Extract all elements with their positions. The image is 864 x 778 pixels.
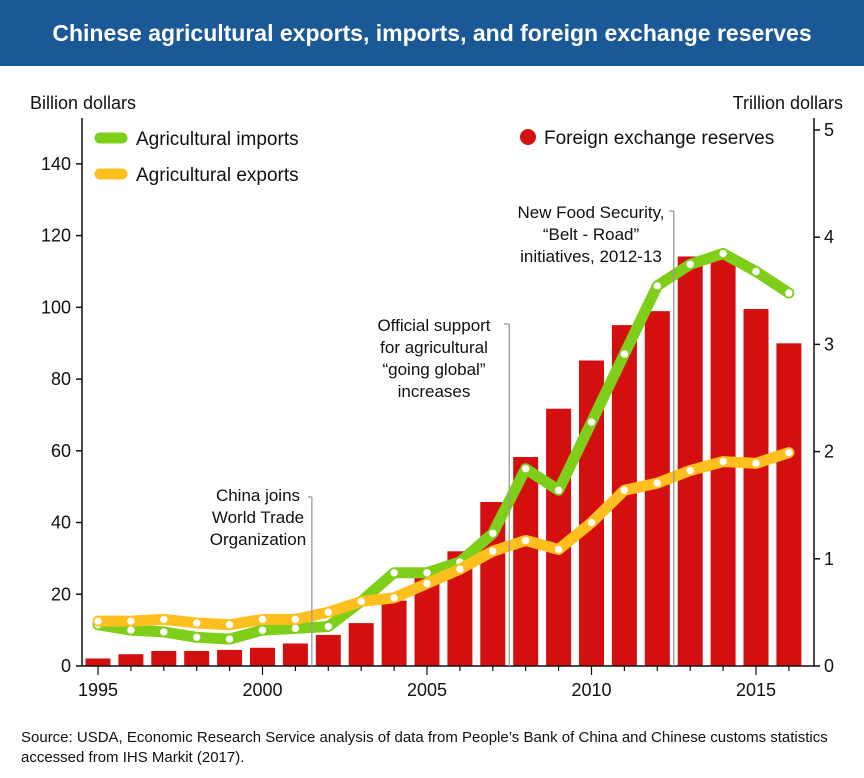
annotation-text: Official support <box>377 316 490 335</box>
imports-point <box>553 485 564 495</box>
legend-imports-label: Agricultural imports <box>136 129 299 150</box>
right-tick-label: 4 <box>824 227 834 247</box>
exports-point <box>553 544 564 555</box>
exports-point <box>652 478 662 488</box>
reserves-bar <box>776 343 802 666</box>
exports-point <box>751 458 761 469</box>
reserves-bar <box>250 647 275 666</box>
reserves-bar <box>151 650 177 666</box>
right-tick-label: 3 <box>824 334 834 354</box>
annotation-text: “Belt - Road” <box>543 225 640 244</box>
imports-point <box>290 623 301 634</box>
exports-point <box>93 616 103 626</box>
imports-point <box>323 621 333 632</box>
exports-point <box>257 614 268 625</box>
exports-point <box>488 546 498 556</box>
x-tick-label: 2010 <box>571 680 611 700</box>
exports-point <box>290 614 301 625</box>
imports-point <box>652 281 662 291</box>
reserves-bar <box>217 649 243 666</box>
imports-point <box>521 464 531 474</box>
source-note: Source: USDA, Economic Research Service … <box>21 729 828 766</box>
reserves-bar <box>184 650 210 666</box>
legend-reserves-label: Foreign exchange reserves <box>544 128 774 149</box>
imports-point <box>718 248 728 259</box>
imports-point <box>751 266 761 277</box>
imports-point <box>389 568 399 578</box>
annotation-text: “going global” <box>382 360 485 379</box>
exports-point <box>192 618 202 628</box>
right-tick-label: 5 <box>824 120 834 140</box>
x-tick-label: 1995 <box>78 680 118 700</box>
exports-point <box>224 620 235 630</box>
right-tick-label: 2 <box>824 442 834 462</box>
exports-point <box>389 593 399 603</box>
reserves-bar <box>85 658 111 666</box>
left-tick-label: 100 <box>41 297 71 317</box>
imports-point <box>224 634 235 644</box>
imports-point <box>488 528 498 538</box>
axes: 0 20 40 60 80 100 120 140 0 1 2 3 4 5 1995 2000 2005 2010… <box>30 93 843 700</box>
imports-point <box>126 625 136 635</box>
annotation-text: World Trade <box>212 508 304 527</box>
x-tick-label: 2000 <box>242 680 282 700</box>
exports-point <box>718 456 728 467</box>
left-axis-label: Billion dollars <box>30 93 136 113</box>
reserves-bar <box>282 643 308 666</box>
legend-reserves-swatch <box>520 129 536 145</box>
exports-point <box>356 596 366 607</box>
x-tick-label: 2005 <box>407 680 447 700</box>
exports-point <box>323 607 333 617</box>
annotation-text: for agricultural <box>380 338 488 357</box>
exports-point <box>619 485 630 495</box>
imports-point <box>685 259 695 269</box>
imports-point <box>192 632 202 643</box>
left-tick-label: 140 <box>41 154 71 174</box>
annotation-text: New Food Security, <box>517 203 664 222</box>
reserves-bars <box>85 254 802 667</box>
chart-plot: 0 20 40 60 80 100 120 140 0 1 2 3 4 5 1995 2000 2005 2010… <box>30 93 843 700</box>
imports-point <box>422 568 432 578</box>
left-tick-label: 60 <box>51 441 71 461</box>
x-tick-label: 2015 <box>736 680 776 700</box>
exports-point <box>455 564 465 574</box>
exports-point <box>784 447 794 458</box>
imports-point <box>586 417 597 427</box>
annotations: China joins World Trade Organization Offici… <box>210 203 675 666</box>
right-tick-label: 1 <box>824 549 834 569</box>
reserves-bar <box>348 623 374 666</box>
left-tick-label: 80 <box>51 369 71 389</box>
legend: Agricultural imports Agricultural exports… <box>94 128 774 186</box>
annotation-text: increases <box>398 382 471 401</box>
exports-point <box>685 465 695 476</box>
imports-point <box>257 625 268 635</box>
annotation-text: China joins <box>216 486 300 505</box>
exports-point <box>422 578 432 589</box>
right-tick-label: 0 <box>824 656 834 676</box>
reserves-bar <box>677 256 703 666</box>
imports-point <box>784 288 794 298</box>
reserves-bar <box>315 634 341 666</box>
reserves-bar <box>118 654 144 666</box>
exports-point <box>126 616 136 626</box>
reserves-bar <box>381 600 407 666</box>
annotation-text: Organization <box>210 530 306 549</box>
left-tick-label: 0 <box>61 656 71 676</box>
exports-point <box>521 535 531 546</box>
imports-point <box>159 627 169 637</box>
chart-title: Chinese agricultural exports, imports, a… <box>0 0 864 66</box>
imports-point <box>619 349 630 359</box>
exports-point <box>159 614 169 625</box>
reserves-bar <box>743 309 769 666</box>
left-tick-label: 20 <box>51 584 71 604</box>
left-tick-label: 120 <box>41 226 71 246</box>
exports-point <box>586 517 597 528</box>
legend-exports-label: Agricultural exports <box>136 165 299 186</box>
right-axis-label: Trillion dollars <box>733 93 843 113</box>
annotation-text: initiatives, 2012-13 <box>520 247 662 266</box>
left-tick-label: 40 <box>51 513 71 533</box>
